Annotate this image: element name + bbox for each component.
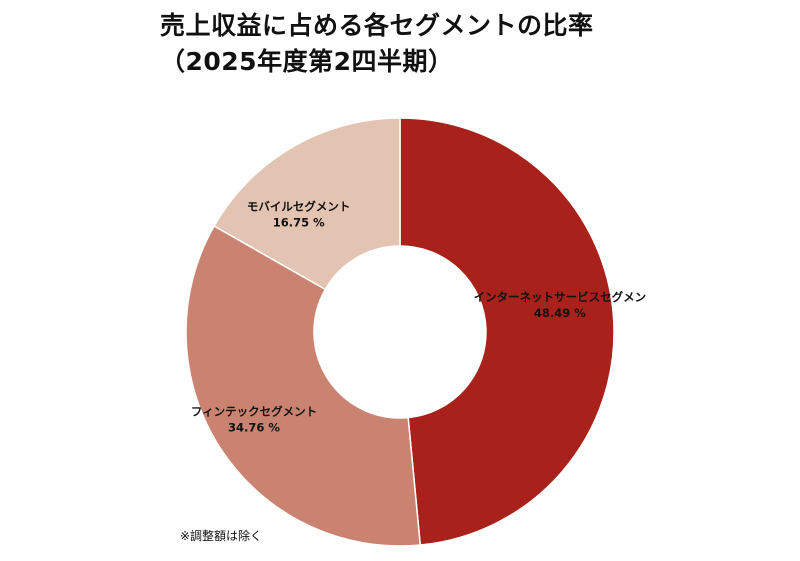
chart-title-line1: 売上収益に占める各セグメントの比率 <box>160 11 594 40</box>
slice-value-3: 16.75 % <box>273 215 325 229</box>
chart-title: 売上収益に占める各セグメントの比率 （2025年度第2四半期） <box>160 8 780 80</box>
footnote: ※調整額は除く <box>180 529 263 543</box>
slice-label-1: インターネットサービスセグメン <box>474 290 647 304</box>
donut-slice-2 <box>185 224 422 547</box>
donut-slice-3 <box>213 117 401 291</box>
slice-value-1: 48.49 % <box>534 306 586 320</box>
chart-title-line2: （2025年度第2四半期） <box>160 47 454 76</box>
donut-slice-1 <box>399 117 615 546</box>
slice-label-2: フィンテックセグメント <box>191 404 317 418</box>
slice-value-2: 34.76 % <box>228 420 280 434</box>
slice-label-3: モバイルセグメント <box>247 199 351 213</box>
